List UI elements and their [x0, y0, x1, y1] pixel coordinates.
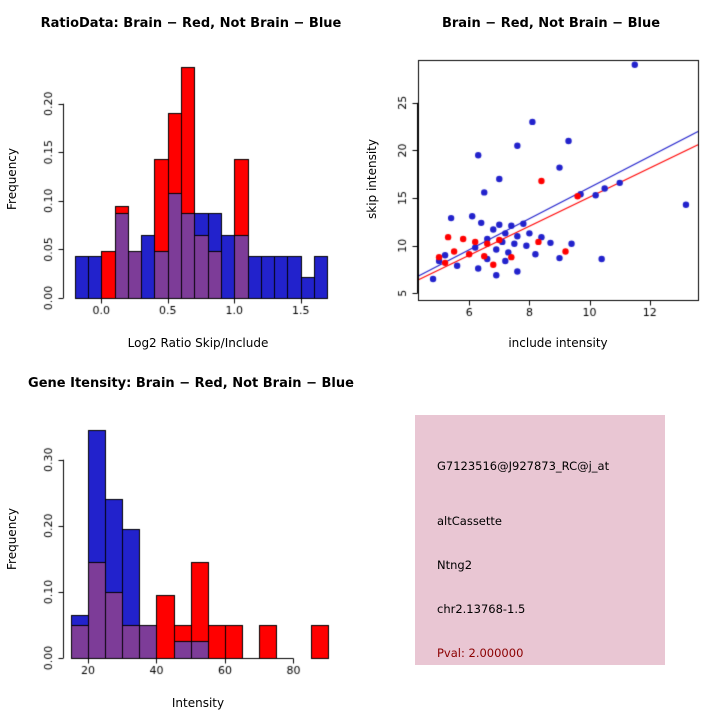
gene-intensity-histogram-plot: [0, 360, 360, 720]
ratio-histogram-plot: [0, 0, 360, 360]
ratio-histogram-xlabel: Log2 Ratio Skip/Include: [127, 336, 269, 350]
gene-intensity-histogram-title: Gene Itensity: Brain − Red, Not Brain − …: [28, 376, 354, 391]
intensity-scatter-xlabel: include intensity: [508, 336, 608, 350]
intensity-scatter-title: Brain − Red, Not Brain − Blue: [441, 16, 661, 31]
info-box: G7123516@J927873_RC@j_at altCassette Ntn…: [415, 415, 665, 665]
gene-name-text: Ntng2: [437, 558, 473, 572]
panel-intensity-scatter: Brain − Red, Not Brain − Blue include in…: [360, 0, 720, 360]
intensity-scatter-plot: [360, 0, 720, 360]
panel-gene-info: G7123516@J927873_RC@j_at altCassette Ntn…: [360, 360, 720, 720]
panel-gene-intensity-histogram: Gene Itensity: Brain − Red, Not Brain − …: [0, 360, 360, 720]
gene-intensity-histogram-ylabel: Frequency: [5, 508, 19, 570]
panel-ratio-histogram: RatioData: Brain − Red, Not Brain − Blue…: [0, 0, 360, 360]
intensity-scatter-ylabel: skip intensity: [365, 139, 379, 219]
event-type-text: altCassette: [437, 514, 502, 528]
ratio-histogram-title: RatioData: Brain − Red, Not Brain − Blue: [40, 16, 342, 31]
ratio-histogram-ylabel: Frequency: [5, 148, 19, 210]
location-text: chr2.13768-1.5: [437, 602, 526, 616]
pval-text: Pval: 2.000000: [437, 646, 524, 660]
gene-intensity-histogram-xlabel: Intensity: [171, 696, 225, 710]
probe-id-text: G7123516@J927873_RC@j_at: [437, 459, 610, 473]
